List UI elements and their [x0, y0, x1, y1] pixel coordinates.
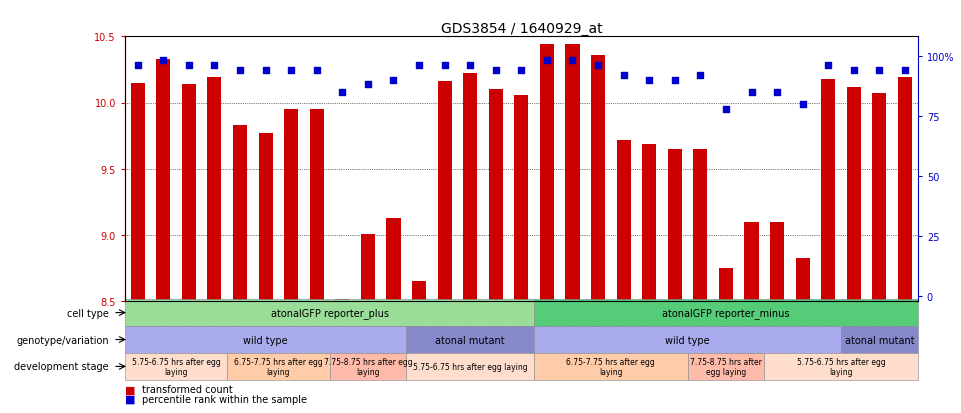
Point [846, 67, 861, 74]
Bar [227, 353, 330, 380]
Text: atonalGFP reporter_minus: atonalGFP reporter_minus [662, 307, 790, 318]
Bar [514, 95, 529, 301]
Point [411, 63, 427, 69]
Text: 5.75-6.75 hrs after egg
laying: 5.75-6.75 hrs after egg laying [132, 357, 220, 376]
Point [462, 63, 478, 69]
Bar [642, 144, 656, 301]
Bar [534, 299, 918, 326]
Text: wild type: wild type [665, 335, 710, 345]
Text: cell type: cell type [67, 308, 110, 318]
Text: ■: ■ [125, 385, 136, 394]
Point [207, 63, 222, 69]
Bar [822, 79, 835, 301]
Point [693, 72, 708, 79]
Bar [437, 82, 452, 301]
Bar [693, 150, 707, 301]
Bar [309, 110, 324, 301]
Bar [668, 150, 681, 301]
Text: 6.75-7.75 hrs after egg
laying: 6.75-7.75 hrs after egg laying [234, 357, 323, 376]
Point [718, 106, 733, 113]
Point [437, 63, 453, 69]
Bar [182, 85, 196, 301]
Bar [796, 258, 810, 301]
Point [616, 72, 631, 79]
Point [283, 67, 299, 74]
Point [360, 82, 376, 88]
Point [130, 63, 145, 69]
Text: ■: ■ [125, 394, 136, 404]
Bar [125, 326, 407, 353]
Point [514, 67, 530, 74]
Text: 5.75-6.75 hrs after egg
laying: 5.75-6.75 hrs after egg laying [797, 357, 885, 376]
Text: 7.75-8.75 hrs after egg
laying: 7.75-8.75 hrs after egg laying [324, 357, 412, 376]
Bar [687, 353, 764, 380]
Point [156, 58, 171, 64]
Text: genotype/variation: genotype/variation [16, 335, 110, 345]
Point [565, 58, 580, 64]
Bar [770, 222, 784, 301]
Bar [719, 268, 733, 301]
Point [770, 89, 785, 96]
Text: wild type: wild type [243, 335, 288, 345]
Bar [208, 78, 221, 301]
Bar [330, 353, 407, 380]
Bar [125, 299, 534, 326]
Point [539, 58, 554, 64]
Bar [764, 353, 918, 380]
Text: transformed count: transformed count [142, 385, 233, 394]
Bar [534, 353, 687, 380]
Bar [412, 282, 426, 301]
Text: atonal mutant: atonal mutant [435, 335, 505, 345]
Point [744, 89, 759, 96]
Point [488, 67, 504, 74]
Point [334, 89, 350, 96]
Point [667, 77, 682, 84]
Bar [841, 326, 918, 353]
Bar [361, 234, 375, 301]
Bar [745, 222, 758, 301]
Bar [259, 134, 273, 301]
Text: development stage: development stage [14, 361, 110, 372]
Point [795, 101, 810, 108]
Point [821, 63, 836, 69]
Bar [847, 88, 861, 301]
Point [182, 63, 197, 69]
Bar [591, 56, 605, 301]
Bar [617, 140, 630, 301]
Title: GDS3854 / 1640929_at: GDS3854 / 1640929_at [440, 22, 603, 36]
Point [590, 63, 605, 69]
Text: 5.75-6.75 hrs after egg laying: 5.75-6.75 hrs after egg laying [413, 362, 528, 371]
Bar [540, 45, 554, 301]
Bar [463, 74, 478, 301]
Text: atonalGFP reporter_plus: atonalGFP reporter_plus [271, 307, 388, 318]
Bar [534, 326, 841, 353]
Bar [131, 83, 145, 301]
Bar [407, 326, 534, 353]
Point [309, 67, 325, 74]
Bar [125, 353, 227, 380]
Point [898, 67, 913, 74]
Text: 7.75-8.75 hrs after
egg laying: 7.75-8.75 hrs after egg laying [690, 357, 762, 376]
Bar [386, 218, 401, 301]
Text: percentile rank within the sample: percentile rank within the sample [142, 394, 308, 404]
Bar [873, 94, 886, 301]
Point [233, 67, 248, 74]
Bar [233, 126, 247, 301]
Text: atonal mutant: atonal mutant [845, 335, 914, 345]
Bar [157, 59, 170, 301]
Bar [335, 299, 350, 301]
Point [872, 67, 887, 74]
Point [642, 77, 657, 84]
Bar [407, 353, 534, 380]
Bar [284, 110, 298, 301]
Bar [489, 90, 503, 301]
Point [385, 77, 401, 84]
Text: 6.75-7.75 hrs after egg
laying: 6.75-7.75 hrs after egg laying [566, 357, 655, 376]
Point [258, 67, 273, 74]
Bar [898, 78, 912, 301]
Bar [565, 45, 579, 301]
